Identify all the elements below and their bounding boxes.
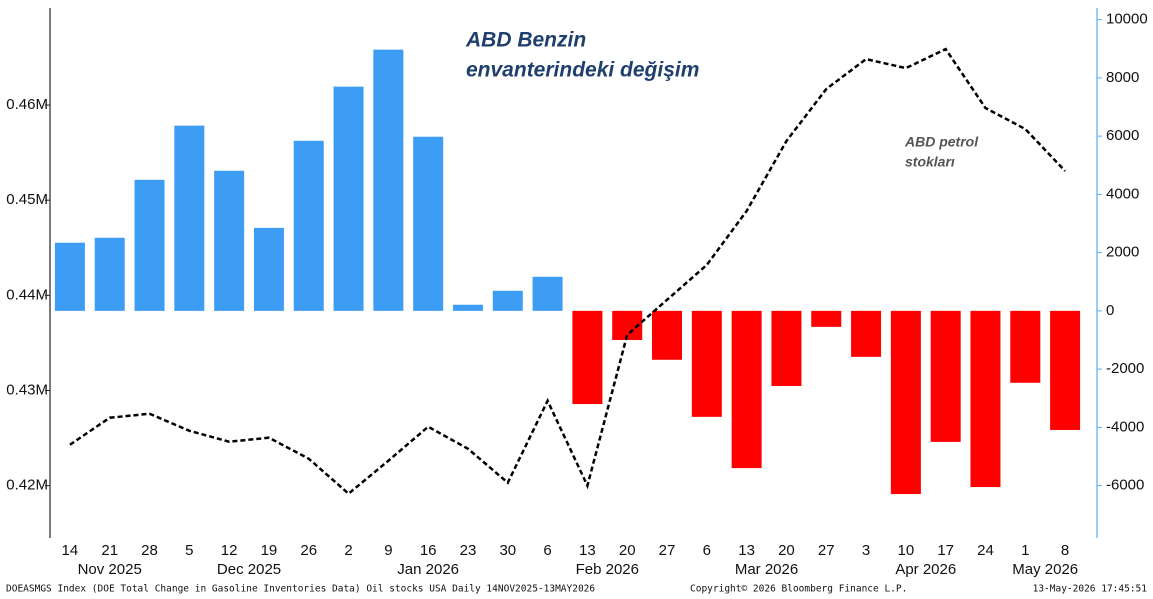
bar <box>54 242 85 311</box>
x-tick-label: 20 <box>778 542 795 559</box>
x-tick-label: 30 <box>499 542 516 559</box>
x-tick-label: 16 <box>420 542 437 559</box>
x-tick-label: 20 <box>619 542 636 559</box>
month-label: Apr 2026 <box>895 561 956 578</box>
month-label: May 2026 <box>1012 561 1078 578</box>
x-tick-label: 17 <box>937 542 954 559</box>
month-label: Mar 2026 <box>735 561 798 578</box>
bar <box>1010 310 1041 383</box>
x-tick-label: 14 <box>62 542 79 559</box>
x-tick-label: 24 <box>977 542 994 559</box>
y2-tick-label: 4000 <box>1106 185 1139 202</box>
y-tick-label: 0.42M <box>6 477 48 494</box>
x-tick-label: 27 <box>659 542 676 559</box>
x-tick-label: 10 <box>898 542 915 559</box>
bar <box>293 140 324 311</box>
bar <box>94 237 125 311</box>
x-tick-label: 13 <box>738 542 755 559</box>
x-tick-label: 21 <box>101 542 118 559</box>
y-tick-label: 0.46M <box>6 96 48 113</box>
bar <box>851 310 882 357</box>
bar <box>1050 310 1081 430</box>
x-tick-label: 1 <box>1021 542 1029 559</box>
bar <box>452 304 483 311</box>
line <box>69 47 1067 496</box>
y2-tick-label: 2000 <box>1106 244 1139 261</box>
bar <box>652 310 683 360</box>
bar <box>333 86 364 311</box>
footer: 13-May-2026 17:45:51 <box>1033 584 1148 595</box>
x-tick-label: 9 <box>384 542 392 559</box>
x-tick-label: 19 <box>261 542 278 559</box>
y2-tick-label: 8000 <box>1106 69 1139 86</box>
x-tick-label: 3 <box>862 542 870 559</box>
y2-tick-label: -6000 <box>1106 477 1144 494</box>
bar <box>413 136 444 311</box>
y2-tick-label: 6000 <box>1106 127 1139 144</box>
month-label: Feb 2026 <box>576 561 639 578</box>
month-label: Dec 2025 <box>217 561 281 578</box>
x-tick-label: 6 <box>703 542 711 559</box>
x-tick-label: 27 <box>818 542 835 559</box>
bar <box>771 310 802 386</box>
x-tick-label: 2 <box>344 542 352 559</box>
bar <box>373 49 404 311</box>
y2-tick-label: -2000 <box>1106 360 1144 377</box>
bar <box>214 170 245 311</box>
month-label: Nov 2025 <box>78 561 142 578</box>
bar <box>572 310 603 405</box>
bar <box>890 310 921 495</box>
x-tick-label: 26 <box>300 542 317 559</box>
x-tick-label: 6 <box>543 542 551 559</box>
bar <box>970 310 1001 488</box>
x-tick-label: 12 <box>221 542 238 559</box>
bar <box>134 179 165 311</box>
x-tick-label: 23 <box>460 542 477 559</box>
bar <box>532 276 563 311</box>
bar <box>492 290 523 311</box>
annotation: ABD petrol <box>904 134 979 150</box>
bar <box>253 227 284 311</box>
bar <box>930 310 961 442</box>
y2-tick-label: 10000 <box>1106 11 1148 28</box>
bar <box>731 310 762 469</box>
annotation: envanterindeki değişim <box>466 59 699 82</box>
y2-tick-label: -4000 <box>1106 418 1144 435</box>
footer: Copyright© 2026 Bloomberg Finance L.P. <box>690 584 907 595</box>
annotation: ABD Benzin <box>465 29 586 52</box>
x-tick-label: 5 <box>185 542 193 559</box>
x-tick-label: 8 <box>1061 542 1069 559</box>
y-tick-label: 0.45M <box>6 191 48 208</box>
x-tick-label: 28 <box>141 542 158 559</box>
month-label: Jan 2026 <box>397 561 459 578</box>
bar <box>811 310 842 327</box>
annotation: stokları <box>905 154 955 170</box>
x-tick-label: 13 <box>579 542 596 559</box>
y-tick-label: 0.44M <box>6 286 48 303</box>
y-tick-label: 0.43M <box>6 381 48 398</box>
y2-tick-label: 0 <box>1106 302 1114 319</box>
bar <box>174 125 205 311</box>
bar <box>691 310 722 417</box>
footer: DOEASMGS Index (DOE Total Change in Gaso… <box>6 584 595 595</box>
